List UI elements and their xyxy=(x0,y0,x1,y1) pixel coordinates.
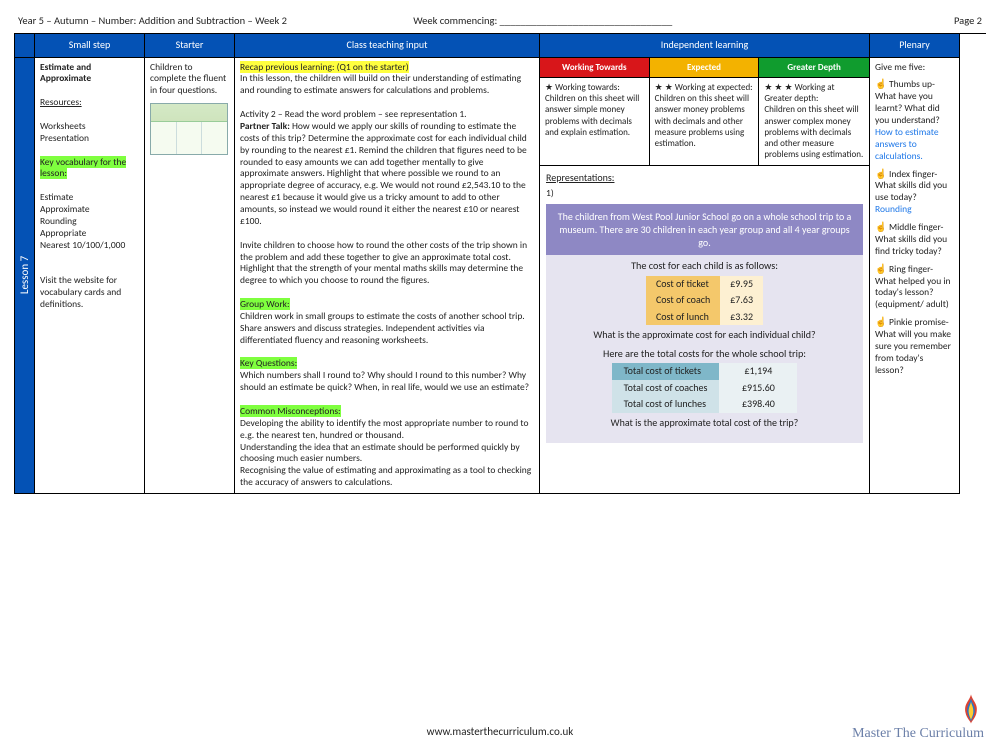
hdr-input: Class teaching input xyxy=(235,34,540,58)
cost-line-1: The cost for each child is as follows: xyxy=(556,260,853,273)
hdr-smallstep: Small step xyxy=(35,34,145,58)
plenary-thumb: ☝ Thumbs up- What have you learnt? What … xyxy=(875,78,940,126)
footer-url: www.masterthecurriculum.co.uk xyxy=(0,725,1000,738)
hdr-plenary: Plenary xyxy=(870,34,960,58)
lesson-plan-page: Year 5 – Autumn – Number: Addition and S… xyxy=(0,0,1000,494)
recap-heading: Recap previous learning: (Q1 on the star… xyxy=(240,61,409,73)
starter-cell: Children to complete the fluent in four … xyxy=(145,58,235,495)
hdr-starter: Starter xyxy=(145,34,235,58)
lesson-label-side: Lesson 7 xyxy=(15,58,35,495)
unit-title: Year 5 – Autumn – Number: Addition and S… xyxy=(18,14,413,27)
plenary-thumb-blue: How to estimate answers to calculations. xyxy=(875,126,939,162)
small-step-cell: Estimate and Approximate Resources: Work… xyxy=(35,58,145,495)
word-problem-body: The cost for each child is as follows: C… xyxy=(546,255,863,444)
cost-table-2: Total cost of tickets£1,194 Total cost o… xyxy=(612,363,798,413)
resources-heading: Resources: xyxy=(40,96,82,108)
page-number: Page 2 xyxy=(927,14,982,27)
rep-number: 1) xyxy=(546,188,863,200)
misconceptions-body: Developing the ability to identify the m… xyxy=(240,417,531,488)
plan-grid: Small step Starter Class teaching input … xyxy=(14,33,986,494)
starter-text: Children to complete the fluent in four … xyxy=(150,61,226,97)
key-vocab-heading: Key vocabulary for the lesson: xyxy=(40,156,126,180)
cost-table-1: Cost of ticket£9.95 Cost of coach£7.63 C… xyxy=(646,276,763,326)
invite-body: Invite children to choose how to round t… xyxy=(240,239,527,287)
key-questions-heading: Key Questions: xyxy=(240,357,297,369)
starter-thumbnail xyxy=(150,103,228,155)
plenary-ring: ☝ Ring finger- What helped you in today'… xyxy=(875,264,954,312)
group-work-heading: Group Work: xyxy=(240,298,290,310)
cost-line-2: Here are the total costs for the whole s… xyxy=(556,348,853,361)
teaching-input-cell: Recap previous learning: (Q1 on the star… xyxy=(235,58,540,495)
misconceptions-heading: Common Misconceptions: xyxy=(240,405,341,417)
diff-ex-body: ★ ★ Working at expected: Children on thi… xyxy=(650,78,760,165)
partner-talk-body: How would we apply our skills of roundin… xyxy=(240,120,527,227)
activity2-line: Activity 2 – Read the word problem – see… xyxy=(240,108,467,120)
plenary-pinkie: ☝ Pinkie promise- What will you make sur… xyxy=(875,317,954,376)
vocab-list: Estimate Approximate Rounding Appropriat… xyxy=(40,191,125,251)
diff-body-row: ★ Working towards: Children on this shee… xyxy=(540,78,869,166)
diff-wt-header: Working Towards xyxy=(540,58,650,78)
plenary-middle: ☝ Middle finger- What skills did you fin… xyxy=(875,222,954,258)
partner-talk-label: Partner Talk: xyxy=(240,120,290,132)
diff-gd-header: Greater Depth xyxy=(759,58,869,78)
corner-cell xyxy=(15,34,35,58)
rep-title: Representations: xyxy=(546,171,614,184)
week-commencing: Week commencing: _______________________… xyxy=(413,14,927,27)
independent-learning-cell: Working Towards Expected Greater Depth ★… xyxy=(540,58,870,495)
diff-gd-body: ★ ★ ★ Working at Greater depth: Children… xyxy=(759,78,869,165)
group-work-body: Children work in small groups to estimat… xyxy=(240,310,525,346)
word-problem-header: The children from West Pool Junior Schoo… xyxy=(546,204,863,255)
diff-wt-body: ★ Working towards: Children on this shee… xyxy=(540,78,650,165)
recap-body: In this lesson, the children will build … xyxy=(240,72,521,96)
plenary-index: ☝ Index finger- What skills did you use … xyxy=(875,168,947,204)
plenary-intro: Give me five: xyxy=(875,62,954,74)
representations-area: Representations: 1) The children from We… xyxy=(540,166,869,444)
top-bar: Year 5 – Autumn – Number: Addition and S… xyxy=(14,12,986,33)
question-1: What is the approximate cost for each in… xyxy=(556,329,853,342)
hdr-indep: Independent learning xyxy=(540,34,870,58)
diff-ex-header: Expected xyxy=(650,58,760,78)
brand-script: Master The Curriculum xyxy=(852,726,984,742)
vocab-note: Visit the website for vocabulary cards a… xyxy=(40,274,121,310)
brand-flame-icon xyxy=(960,694,982,724)
question-2: What is the approximate total cost of th… xyxy=(556,417,853,430)
key-questions-body: Which numbers shall I round to? Why shou… xyxy=(240,369,529,393)
diff-header-row: Working Towards Expected Greater Depth xyxy=(540,58,869,78)
plenary-index-blue: Rounding xyxy=(875,203,912,215)
resources-list: Worksheets Presentation xyxy=(40,120,89,144)
step-title: Estimate and Approximate xyxy=(40,61,91,85)
plenary-cell: Give me five: ☝ Thumbs up- What have you… xyxy=(870,58,960,495)
